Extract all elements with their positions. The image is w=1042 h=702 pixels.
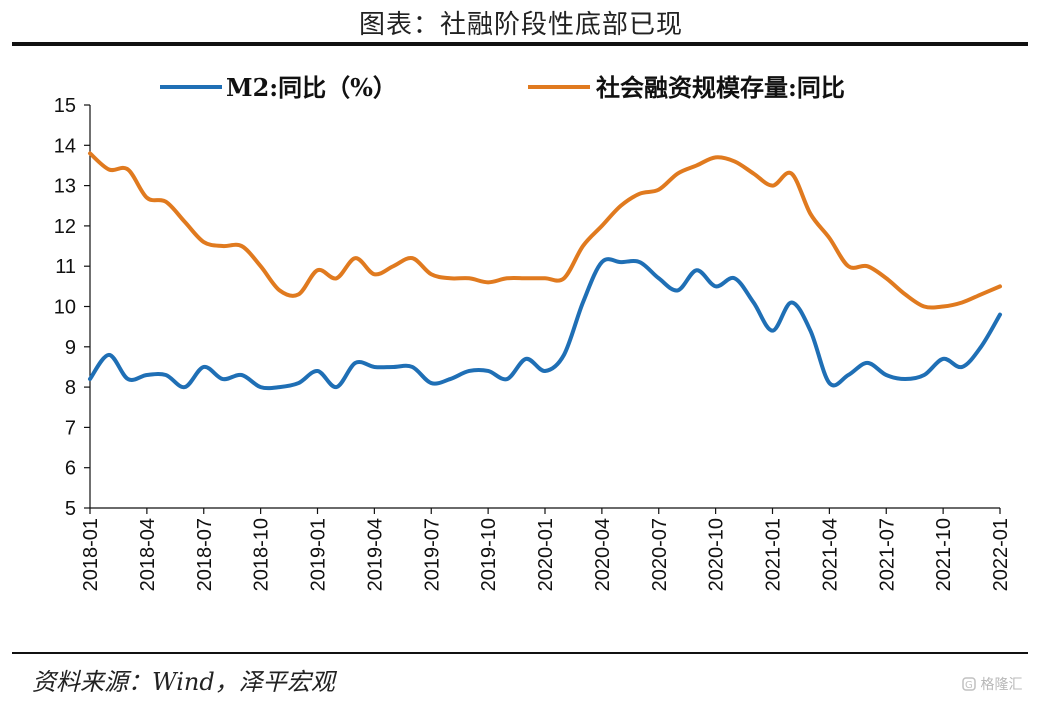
figure-title: 图表：社融阶段性底部已现 bbox=[358, 10, 683, 40]
y-tick-label: 8 bbox=[65, 377, 76, 399]
y-tick-label: 6 bbox=[65, 458, 76, 480]
x-tick-label: 2019-01 bbox=[308, 518, 330, 591]
source-note: 资料来源：Wind，泽平宏观 bbox=[32, 668, 335, 696]
x-tick-label: 2021-01 bbox=[763, 518, 785, 591]
x-tick-label: 2019-04 bbox=[364, 518, 386, 591]
y-tick-label: 12 bbox=[54, 216, 76, 238]
watermark-icon: G bbox=[962, 677, 976, 691]
bottom-rule bbox=[12, 652, 1028, 654]
y-tick-label: 15 bbox=[54, 95, 76, 117]
y-tick-label: 11 bbox=[55, 256, 76, 278]
x-tick-label: 2018-10 bbox=[251, 518, 273, 591]
x-tick-label: 2018-01 bbox=[80, 518, 102, 591]
x-axis: 2018-01 2018-04 2018-07 2018-10 2019-01 2019-… bbox=[80, 507, 1012, 591]
x-tick-label: 2020-07 bbox=[649, 518, 671, 591]
y-tick-label: 14 bbox=[54, 135, 76, 157]
x-tick-label: 2020-01 bbox=[535, 518, 557, 591]
y-tick-label: 10 bbox=[54, 297, 76, 319]
x-tick-label: 2018-04 bbox=[137, 518, 159, 591]
chart-legend: M2:同比（%） 社会融资规模存量:同比 bbox=[160, 73, 845, 102]
y-tick-label: 7 bbox=[65, 417, 76, 439]
x-tick-label: 2021-10 bbox=[933, 518, 955, 591]
x-tick-label: 2020-10 bbox=[706, 518, 728, 591]
legend-label-m2: M2:同比（%） bbox=[226, 73, 397, 102]
x-tick-label: 2022-01 bbox=[990, 518, 1012, 591]
line-chart: M2:同比（%） 社会融资规模存量:同比 5 6 7 8 9 10 11 12 13 14 15 2… bbox=[54, 73, 1012, 591]
x-tick-label: 2018-07 bbox=[194, 518, 216, 591]
x-tick-label: 2021-07 bbox=[876, 518, 898, 591]
svg-text:G: G bbox=[965, 680, 973, 691]
x-tick-label: 2019-10 bbox=[478, 518, 500, 591]
x-tick-label: 2019-07 bbox=[421, 518, 443, 591]
y-tick-label: 5 bbox=[65, 498, 76, 520]
series-line-m2 bbox=[88, 257, 1002, 391]
series-line-social-financing bbox=[88, 151, 1002, 310]
series-layer bbox=[88, 151, 1002, 391]
y-tick-label: 9 bbox=[65, 337, 76, 359]
watermark-text: 格隆汇 bbox=[980, 677, 1023, 693]
legend-label-social-financing: 社会融资规模存量:同比 bbox=[596, 73, 845, 102]
y-tick-label: 13 bbox=[54, 176, 76, 198]
watermark-logo: G 格隆汇 bbox=[962, 674, 1022, 694]
top-rule bbox=[12, 42, 1028, 46]
y-axis: 5 6 7 8 9 10 11 12 13 14 15 bbox=[54, 95, 91, 520]
x-tick-label: 2020-04 bbox=[592, 518, 614, 591]
x-tick-label: 2021-04 bbox=[819, 518, 841, 591]
